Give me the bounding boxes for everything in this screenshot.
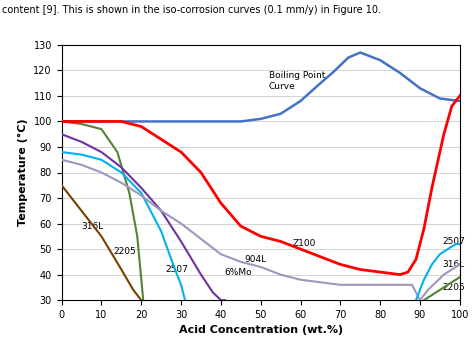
Text: Boiling Point
Curve: Boiling Point Curve — [269, 71, 325, 91]
Text: Z100: Z100 — [292, 239, 316, 248]
Text: 2507: 2507 — [165, 265, 188, 274]
Text: 904L: 904L — [245, 255, 267, 264]
Text: content [9]. This is shown in the iso-corrosion curves (0.1 mm/y) in Figure 10.: content [9]. This is shown in the iso-co… — [2, 5, 382, 15]
Y-axis label: Temperature (°C): Temperature (°C) — [18, 119, 28, 226]
Text: 2205: 2205 — [442, 283, 465, 292]
X-axis label: Acid Concentration (wt.%): Acid Concentration (wt.%) — [179, 325, 343, 335]
Text: 316L: 316L — [82, 221, 104, 230]
Text: 316L: 316L — [442, 260, 464, 269]
Text: 2205: 2205 — [113, 247, 136, 256]
Text: 6%Mo: 6%Mo — [225, 268, 253, 277]
Text: 2507: 2507 — [442, 237, 465, 246]
